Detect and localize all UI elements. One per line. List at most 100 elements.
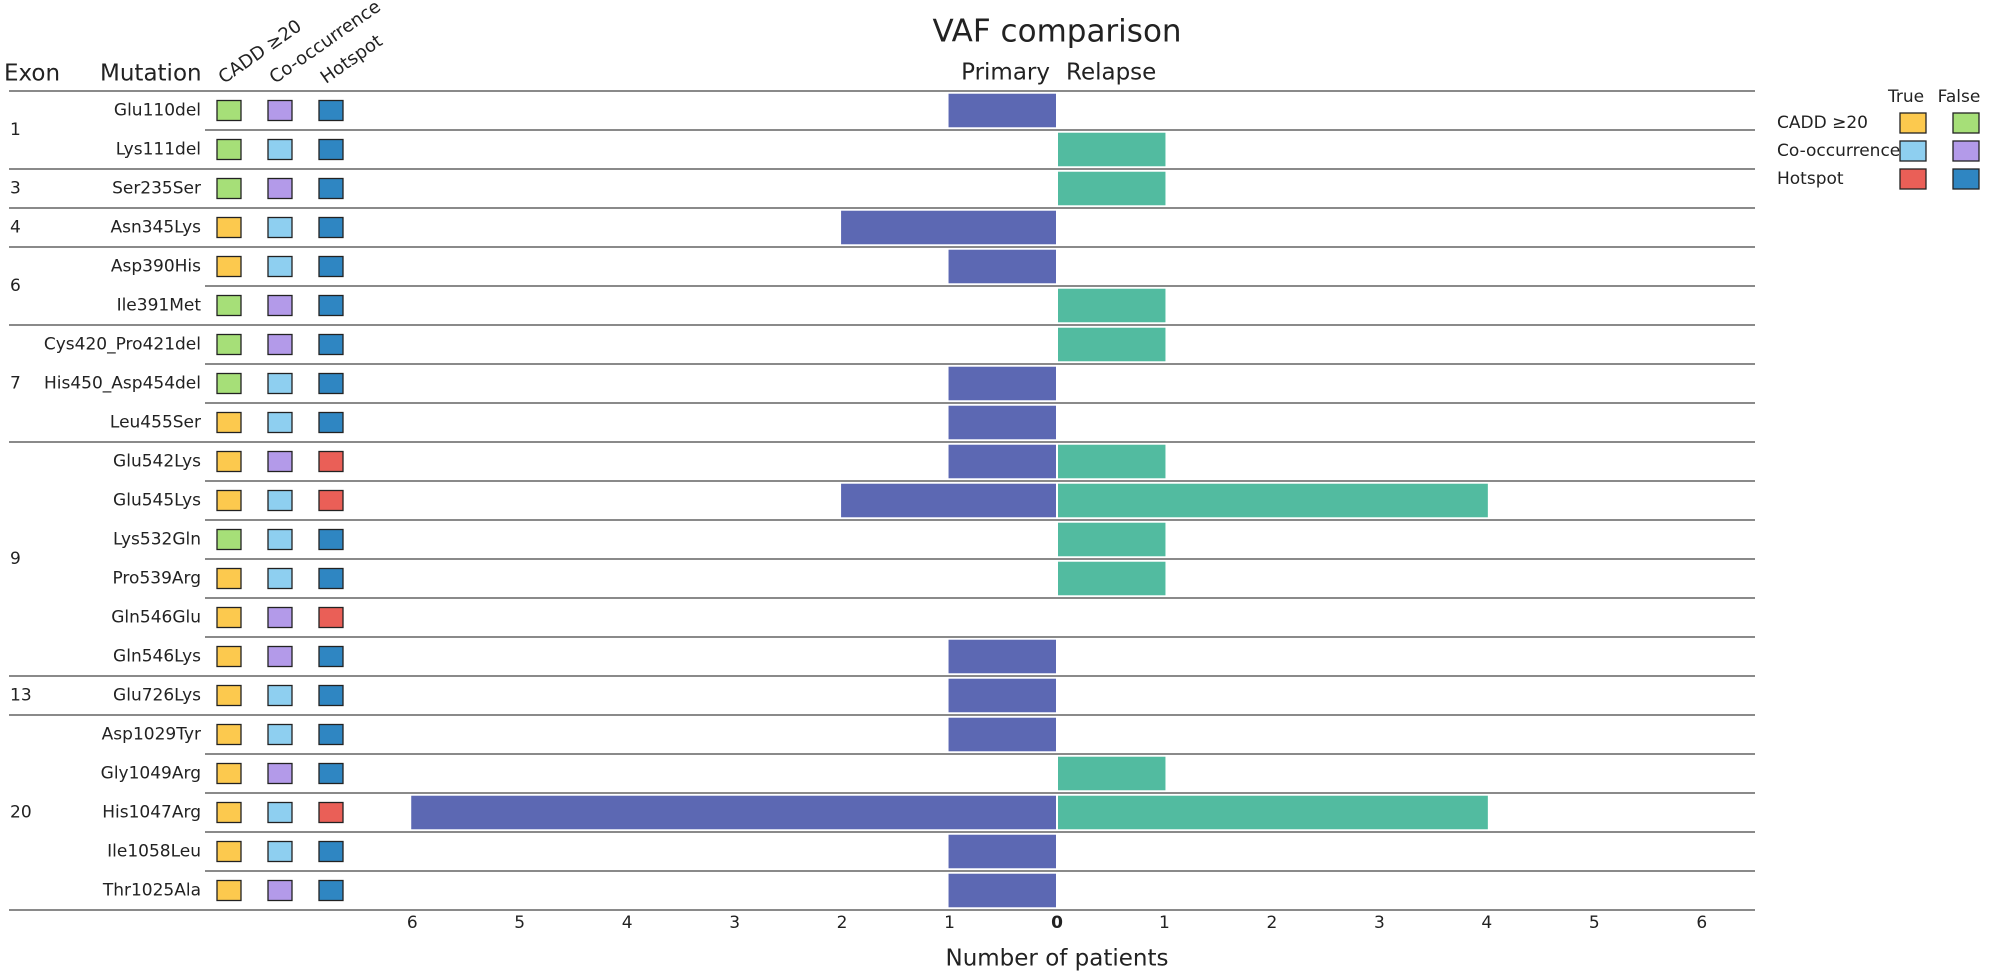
- bar: [1058, 444, 1166, 479]
- mutation-label: Glu542Lys: [113, 452, 201, 472]
- bar: [1058, 132, 1166, 167]
- mutation-label: Thr1025Ala: [102, 881, 201, 901]
- bar: [948, 639, 1056, 674]
- mutation-label: Asn345Lys: [110, 218, 201, 238]
- annotation-box: [216, 684, 242, 707]
- annotation-box: [318, 177, 344, 200]
- bar: [1058, 288, 1166, 323]
- mutation-label: Glu545Lys: [113, 491, 201, 511]
- exon-label: 6: [10, 276, 21, 296]
- mutation-label: His1047Arg: [102, 803, 201, 823]
- annotation-box: [318, 684, 344, 707]
- mutation-label: Asp390His: [111, 257, 201, 277]
- mutation-label: Gln546Lys: [113, 647, 201, 667]
- annotation-box: [216, 411, 242, 434]
- mutation-label: Gln546Glu: [111, 608, 201, 628]
- bar: [1058, 756, 1166, 791]
- annotation-box: [267, 411, 293, 434]
- annotation-box: [216, 801, 242, 824]
- annotation-box: [318, 606, 344, 629]
- bar: [1058, 795, 1488, 830]
- bar: [948, 444, 1056, 479]
- bar: [948, 678, 1056, 713]
- annotation-box: [318, 723, 344, 746]
- annotation-box: [216, 333, 242, 356]
- x-tick-label: 0: [1051, 913, 1063, 933]
- annotation-box: [267, 723, 293, 746]
- annotation-box: [216, 762, 242, 785]
- exon-label: 20: [10, 803, 32, 823]
- annotation-box: [267, 606, 293, 629]
- annotation-box: [216, 177, 242, 200]
- mutation-label: Asp1029Tyr: [102, 725, 201, 745]
- annotation-box: [216, 99, 242, 122]
- x-tick-label: 2: [837, 913, 848, 933]
- x-tick-label: 4: [622, 913, 633, 933]
- mutation-label: Lys111del: [116, 140, 201, 160]
- mutation-label: Glu110del: [114, 101, 201, 121]
- annotation-box: [216, 450, 242, 473]
- exon-header: Exon: [4, 61, 60, 87]
- annotation-box: [318, 372, 344, 395]
- annotation-box: [267, 762, 293, 785]
- annotation-box: [318, 645, 344, 668]
- bar: [1058, 483, 1488, 518]
- legend-false: False: [1938, 87, 1981, 107]
- bar: [948, 249, 1056, 284]
- bar: [841, 483, 1056, 518]
- x-tick-label: 3: [1374, 913, 1385, 933]
- annotation-box: [216, 840, 242, 863]
- x-tick-label: 3: [729, 913, 740, 933]
- bar: [948, 405, 1056, 440]
- chart-title: VAF comparison: [932, 14, 1181, 50]
- annotation-box: [267, 138, 293, 161]
- annotation-box: [318, 255, 344, 278]
- bar: [1058, 522, 1166, 557]
- x-tick-label: 6: [1696, 913, 1707, 933]
- annotation-box: [216, 567, 242, 590]
- legend-true: True: [1887, 87, 1924, 107]
- annotation-box: [216, 606, 242, 629]
- series-label: Relapse: [1066, 60, 1156, 86]
- bar: [948, 717, 1056, 752]
- exon-label: 1: [10, 120, 21, 140]
- bar: [1058, 171, 1166, 206]
- annotation-box: [318, 879, 344, 902]
- annotation-box: [318, 567, 344, 590]
- bar: [948, 873, 1056, 908]
- legend-label: Co-occurrence: [1777, 141, 1900, 161]
- mutation-label: Ile1058Leu: [107, 842, 201, 862]
- annotation-box: [216, 294, 242, 317]
- bar: [948, 834, 1056, 869]
- annotation-box: [216, 372, 242, 395]
- annotation-box: [267, 333, 293, 356]
- annotation-box: [267, 99, 293, 122]
- bar: [841, 210, 1056, 245]
- x-tick-label: 5: [1589, 913, 1600, 933]
- x-tick-label: 6: [407, 913, 418, 933]
- mutation-label: Ile391Met: [117, 296, 202, 316]
- legend-swatch: [1899, 112, 1927, 134]
- annotation-box: [318, 216, 344, 239]
- x-tick-label: 5: [514, 913, 525, 933]
- annotation-box: [318, 99, 344, 122]
- x-tick-label: 1: [1159, 913, 1170, 933]
- annotation-box: [267, 216, 293, 239]
- mutation-label: Glu726Lys: [113, 686, 201, 706]
- annotation-box: [267, 879, 293, 902]
- annotation-box: [318, 762, 344, 785]
- exon-label: 3: [10, 179, 21, 199]
- exon-label: 7: [10, 374, 21, 394]
- annotation-box: [216, 645, 242, 668]
- bar: [948, 93, 1056, 128]
- annotation-box: [267, 450, 293, 473]
- exon-label: 9: [10, 549, 21, 569]
- annotation-box: [318, 801, 344, 824]
- annotation-box: [267, 294, 293, 317]
- annotation-box: [318, 138, 344, 161]
- mutation-label: Pro539Arg: [112, 569, 201, 589]
- x-tick-label: 1: [944, 913, 955, 933]
- mutation-label: Leu455Ser: [110, 413, 201, 433]
- annotation-box: [216, 723, 242, 746]
